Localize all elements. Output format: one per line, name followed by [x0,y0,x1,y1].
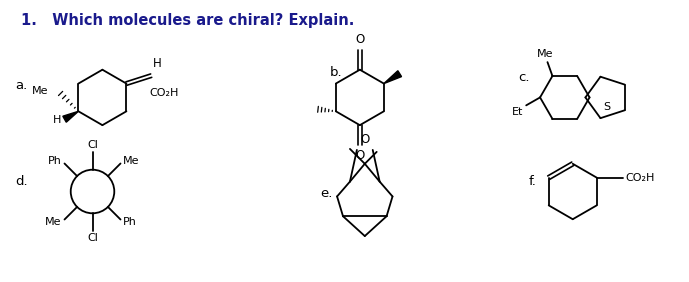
Text: H: H [153,57,162,70]
Text: d.: d. [15,175,28,188]
Text: Cl: Cl [87,140,98,150]
Text: Me: Me [123,156,140,166]
Text: CO₂H: CO₂H [150,87,178,98]
Text: c.: c. [518,71,530,84]
Text: O: O [360,133,369,146]
Text: b.: b. [330,66,342,79]
Polygon shape [63,111,79,122]
Text: Me: Me [32,87,49,96]
Text: a.: a. [15,79,28,92]
Text: Ph: Ph [123,217,137,227]
Text: O: O [356,33,364,46]
Polygon shape [384,71,402,83]
Text: 1.   Which molecules are chiral? Explain.: 1. Which molecules are chiral? Explain. [21,13,355,28]
Text: CO₂H: CO₂H [626,173,655,183]
Text: Et: Et [512,107,523,117]
Text: S: S [604,102,610,112]
Text: Me: Me [45,217,62,227]
Text: H: H [53,115,61,125]
Text: f.: f. [528,175,536,188]
Text: Me: Me [537,49,554,59]
Text: e.: e. [320,187,333,200]
Text: Ph: Ph [48,156,62,166]
Text: O: O [356,149,364,162]
Text: Cl: Cl [87,233,98,243]
